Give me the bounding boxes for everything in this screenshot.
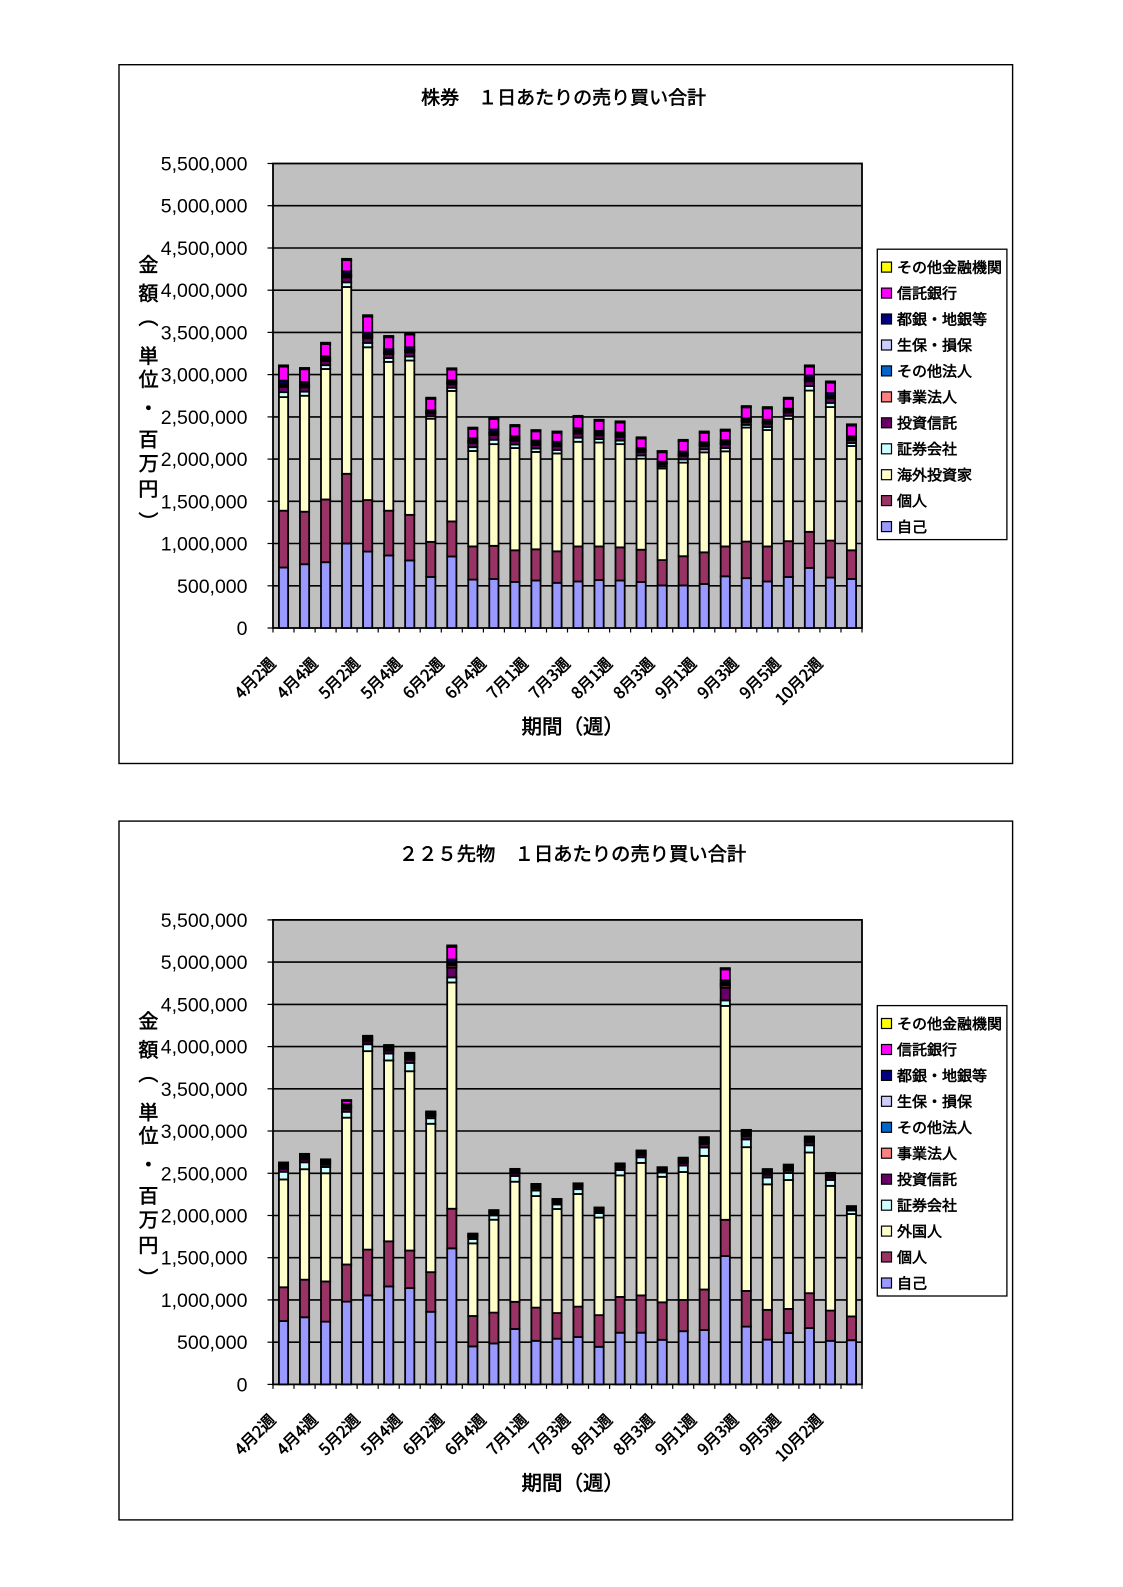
svg-text:4,500,000: 4,500,000 xyxy=(161,238,248,260)
svg-text:4,000,000: 4,000,000 xyxy=(161,280,248,302)
svg-text:4,500,000: 4,500,000 xyxy=(161,994,248,1016)
svg-text:2,500,000: 2,500,000 xyxy=(161,1163,248,1185)
svg-text:2,000,000: 2,000,000 xyxy=(161,1206,248,1228)
svg-text:1,500,000: 1,500,000 xyxy=(161,1248,248,1270)
svg-text:5,500,000: 5,500,000 xyxy=(161,154,248,176)
svg-text:5,000,000: 5,000,000 xyxy=(161,196,248,218)
svg-text:5,500,000: 5,500,000 xyxy=(161,910,248,932)
svg-text:3,000,000: 3,000,000 xyxy=(161,1121,248,1143)
svg-text:4,000,000: 4,000,000 xyxy=(161,1037,248,1059)
svg-text:1,000,000: 1,000,000 xyxy=(161,534,248,556)
svg-text:3,000,000: 3,000,000 xyxy=(161,365,248,387)
svg-text:500,000: 500,000 xyxy=(177,576,248,598)
svg-text:0: 0 xyxy=(237,1374,248,1396)
svg-text:3,500,000: 3,500,000 xyxy=(161,1079,248,1101)
svg-text:5,000,000: 5,000,000 xyxy=(161,952,248,974)
svg-text:2,000,000: 2,000,000 xyxy=(161,449,248,471)
svg-text:3,500,000: 3,500,000 xyxy=(161,322,248,344)
svg-text:2,500,000: 2,500,000 xyxy=(161,407,248,429)
svg-text:500,000: 500,000 xyxy=(177,1332,248,1354)
svg-text:1,500,000: 1,500,000 xyxy=(161,491,248,513)
svg-text:1,000,000: 1,000,000 xyxy=(161,1290,248,1312)
svg-text:0: 0 xyxy=(237,618,248,640)
